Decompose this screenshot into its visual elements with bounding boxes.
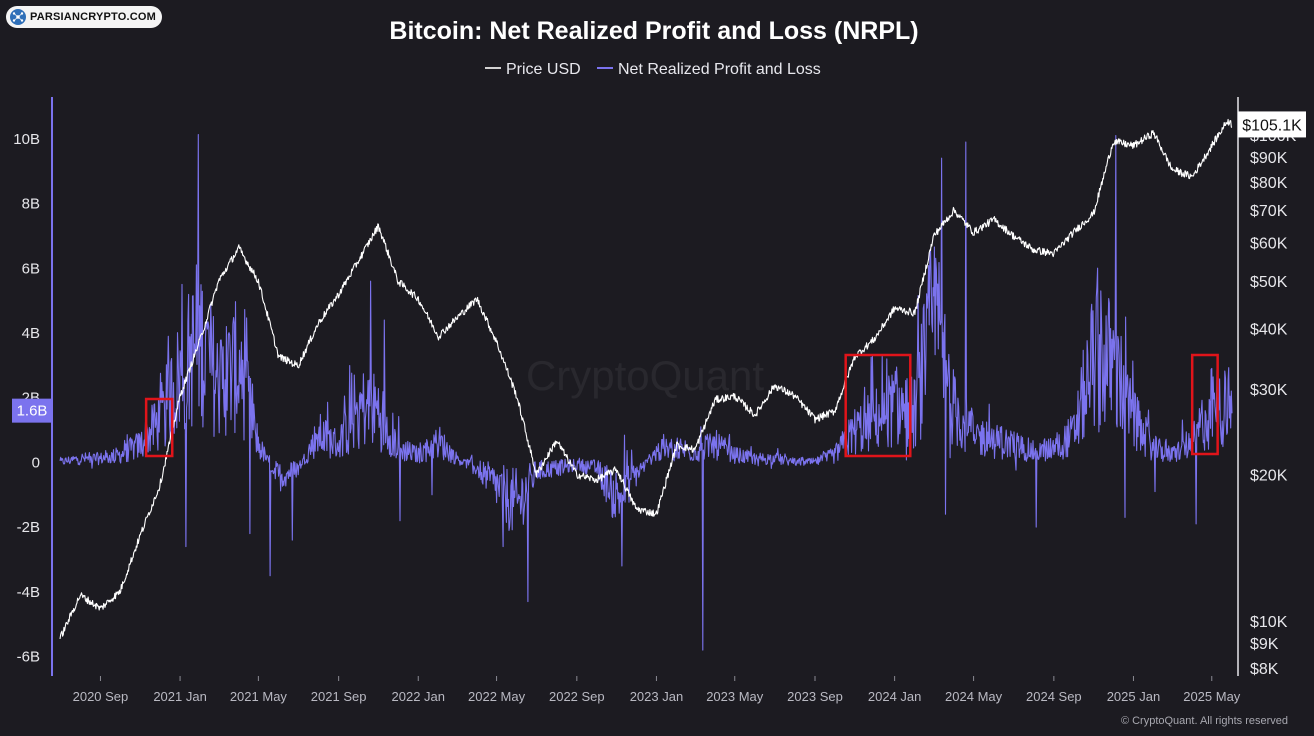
x-tick-label: 2022 Jan <box>392 689 446 704</box>
nrpl-line <box>59 134 1233 651</box>
x-tick-label: 2023 Sep <box>787 689 843 704</box>
current-price-badge <box>1238 111 1306 138</box>
left-tick-label: -4B <box>17 584 40 601</box>
x-tick-label: 2024 Sep <box>1026 689 1082 704</box>
highlight-boxes <box>144 353 1219 458</box>
copyright: © CryptoQuant. All rights reserved <box>1121 715 1288 727</box>
right-tick-label: $60K <box>1250 236 1288 253</box>
x-tick-label: 2025 May <box>1183 689 1241 704</box>
brand-name: PARSIANCRYPTO.COM <box>30 11 157 23</box>
right-tick-label: $9K <box>1250 636 1279 653</box>
x-tick-label: 2023 Jan <box>630 689 684 704</box>
left-tick-label: -6B <box>17 649 40 666</box>
current-price-label: $105.1K <box>1242 117 1302 134</box>
x-tick-label: 2022 May <box>468 689 526 704</box>
legend-price-label[interactable]: Price USD <box>506 61 581 78</box>
x-tick-label: 2024 Jan <box>868 689 922 704</box>
right-tick-label: $80K <box>1250 175 1288 192</box>
right-axis-ticks: $100K$90K$80K$70K$60K$50K$40K$30K$20K$10… <box>1250 128 1297 678</box>
right-tick-label: $8K <box>1250 661 1279 678</box>
right-tick-label: $90K <box>1250 150 1288 167</box>
price-line <box>59 118 1233 639</box>
current-nrpl-badge <box>12 398 52 423</box>
legend-nrpl-label[interactable]: Net Realized Profit and Loss <box>618 61 821 78</box>
left-tick-label: 0 <box>32 454 40 471</box>
current-nrpl-label: 1.6B <box>17 403 48 420</box>
x-tick-label: 2024 May <box>945 689 1003 704</box>
watermark: CryptoQuant <box>526 352 764 399</box>
right-tick-label: $20K <box>1250 468 1288 485</box>
chart-title: Bitcoin: Net Realized Profit and Loss (N… <box>389 17 918 45</box>
current-nrpl-marker: 1.6B <box>12 398 52 423</box>
highlight-box <box>844 353 912 458</box>
right-tick-label: $40K <box>1250 321 1288 338</box>
left-tick-label: 6B <box>22 260 40 277</box>
right-tick-label: $70K <box>1250 203 1288 220</box>
x-tick-label: 2025 Jan <box>1107 689 1161 704</box>
right-tick-label: $50K <box>1250 274 1288 291</box>
price-series <box>59 118 1233 639</box>
highlight-box <box>1190 353 1219 456</box>
highlight-box <box>144 397 174 458</box>
x-tick-label: 2021 May <box>230 689 288 704</box>
x-tick-label: 2021 Sep <box>311 689 367 704</box>
right-tick-label: $10K <box>1250 614 1288 631</box>
current-price-marker: $105.1K <box>1238 111 1306 138</box>
nrpl-series <box>59 134 1233 651</box>
brand-logo[interactable]: PARSIANCRYPTO.COM <box>6 6 163 28</box>
network-icon <box>10 9 26 25</box>
x-tick-label: 2021 Jan <box>153 689 207 704</box>
x-tick-label: 2020 Sep <box>73 689 129 704</box>
left-tick-label: 4B <box>22 325 40 342</box>
right-tick-label: $30K <box>1250 382 1288 399</box>
left-tick-label: -2B <box>17 519 40 536</box>
legend: Price USD Net Realized Profit and Loss <box>485 61 821 78</box>
x-axis-ticks: 2020 Sep 2021 Jan 2021 May 2021 Sep 2022 Jan… <box>73 676 1241 704</box>
left-tick-label: 10B <box>13 131 40 148</box>
x-tick-label: 2023 May <box>706 689 764 704</box>
x-tick-label: 2022 Sep <box>549 689 605 704</box>
left-tick-label: 8B <box>22 196 40 213</box>
